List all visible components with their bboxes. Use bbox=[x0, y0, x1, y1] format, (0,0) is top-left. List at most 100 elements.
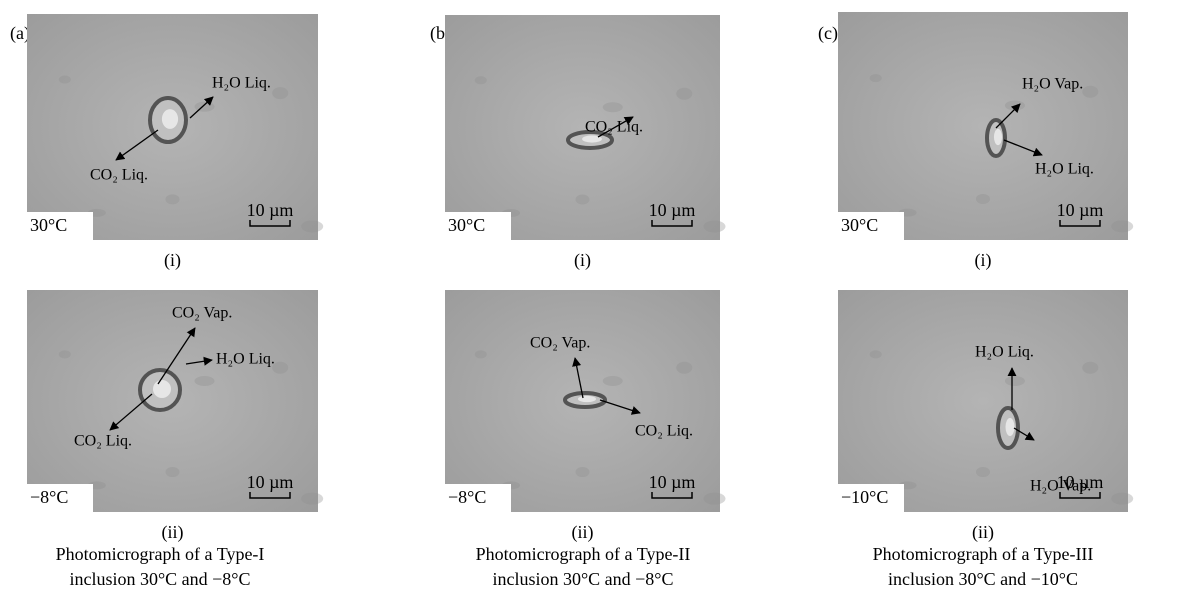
texture-spot bbox=[703, 220, 726, 233]
caption: Photomicrograph of a Type-II bbox=[476, 544, 691, 564]
texture-spot bbox=[474, 350, 487, 359]
texture-spot bbox=[301, 220, 324, 233]
texture-spot bbox=[1082, 361, 1099, 374]
annotation: H₂O Liq. bbox=[212, 75, 271, 92]
texture-spot bbox=[1004, 376, 1025, 387]
scale-bar bbox=[1059, 220, 1101, 227]
bubble bbox=[153, 380, 171, 398]
texture-spot bbox=[165, 194, 180, 205]
scale-bar bbox=[249, 492, 291, 499]
sublabel: (i) bbox=[574, 250, 591, 271]
texture-spot bbox=[703, 492, 726, 505]
arrow bbox=[109, 393, 153, 431]
annotation: H₂O Vap. bbox=[1030, 478, 1091, 495]
texture-spot bbox=[976, 467, 990, 478]
sublabel: (i) bbox=[975, 250, 992, 271]
texture-spot bbox=[575, 467, 590, 478]
sublabel: (i) bbox=[164, 250, 181, 271]
texture-spot bbox=[676, 87, 693, 100]
scale-bar bbox=[1059, 492, 1101, 499]
temperature-box bbox=[27, 484, 93, 512]
bubble bbox=[582, 135, 602, 143]
texture-spot bbox=[474, 76, 487, 85]
texture-spot bbox=[301, 492, 324, 505]
texture-spot bbox=[1111, 492, 1134, 505]
texture-spot bbox=[602, 376, 623, 387]
panel-label: (a) bbox=[10, 23, 30, 44]
texture-spot bbox=[1082, 85, 1099, 98]
annotation: CO₂ Liq. bbox=[90, 167, 148, 184]
annotation: CO₂ Vap. bbox=[172, 305, 232, 322]
scale-bar bbox=[651, 492, 693, 499]
annotation: CO₂ Liq. bbox=[585, 119, 643, 136]
temperature: 30°C bbox=[841, 215, 878, 235]
arrow bbox=[599, 399, 641, 415]
temperature: −8°C bbox=[30, 487, 68, 507]
temperature-box bbox=[445, 212, 511, 240]
texture-spot bbox=[272, 361, 289, 374]
temperature: 30°C bbox=[30, 215, 67, 235]
temperature-box bbox=[445, 484, 511, 512]
caption: inclusion 30°C and −10°C bbox=[888, 569, 1078, 589]
texture-spot bbox=[194, 101, 215, 112]
scale-label: 10 µm bbox=[649, 200, 696, 220]
texture-spot bbox=[272, 87, 289, 100]
arrow bbox=[189, 96, 214, 119]
temperature: −10°C bbox=[841, 487, 888, 507]
temperature-box bbox=[838, 484, 904, 512]
temperature: 30°C bbox=[448, 215, 485, 235]
texture-spot bbox=[1111, 220, 1134, 233]
caption: inclusion 30°C and −8°C bbox=[69, 569, 250, 589]
temperature: −8°C bbox=[448, 487, 486, 507]
arrow bbox=[1003, 139, 1043, 157]
texture-spot bbox=[676, 361, 693, 374]
photomicrograph bbox=[838, 290, 1128, 512]
annotation: H₂O Liq. bbox=[216, 351, 275, 368]
caption: Photomicrograph of a Type-III bbox=[873, 544, 1094, 564]
texture-spot bbox=[869, 74, 882, 83]
photomicrograph bbox=[838, 12, 1128, 240]
texture-spot bbox=[869, 350, 882, 359]
caption: inclusion 30°C and −8°C bbox=[492, 569, 673, 589]
arrow bbox=[597, 116, 634, 138]
bubble bbox=[993, 128, 1003, 146]
sublabel: (ii) bbox=[162, 522, 184, 543]
scale-bar bbox=[249, 220, 291, 227]
scale-label: 10 µm bbox=[1057, 472, 1104, 492]
annotation: H₂O Liq. bbox=[1035, 161, 1094, 178]
texture-spot bbox=[976, 193, 990, 204]
texture-spot bbox=[575, 194, 590, 205]
temperature-box bbox=[27, 212, 93, 240]
scale-label: 10 µm bbox=[1057, 200, 1104, 220]
bubble bbox=[161, 109, 179, 129]
scale-label: 10 µm bbox=[247, 472, 294, 492]
texture-spot bbox=[165, 467, 180, 478]
arrow bbox=[1013, 427, 1035, 441]
bubble bbox=[578, 395, 596, 403]
arrow bbox=[115, 129, 159, 161]
annotation: CO₂ Vap. bbox=[530, 335, 590, 352]
texture-spot bbox=[58, 75, 71, 84]
sublabel: (ii) bbox=[972, 522, 994, 543]
panel-label: (c) bbox=[818, 23, 838, 44]
annotation: H₂O Vap. bbox=[1022, 76, 1083, 93]
annotation: CO₂ Liq. bbox=[635, 423, 693, 440]
arrow bbox=[157, 327, 196, 385]
scale-label: 10 µm bbox=[247, 200, 294, 220]
arrow bbox=[995, 103, 1021, 129]
scale-label: 10 µm bbox=[649, 472, 696, 492]
sublabel: (ii) bbox=[572, 522, 594, 543]
caption: Photomicrograph of a Type-I bbox=[56, 544, 265, 564]
texture-spot bbox=[194, 376, 215, 387]
photomicrograph bbox=[445, 15, 720, 240]
bubble bbox=[1005, 418, 1015, 436]
temperature-box bbox=[838, 212, 904, 240]
arrow bbox=[572, 357, 584, 399]
annotation: CO₂ Liq. bbox=[74, 433, 132, 450]
annotation: H₂O Liq. bbox=[975, 344, 1034, 361]
arrow bbox=[185, 356, 213, 366]
texture-spot bbox=[602, 102, 623, 113]
texture-spot bbox=[58, 350, 71, 359]
scale-bar bbox=[651, 220, 693, 227]
